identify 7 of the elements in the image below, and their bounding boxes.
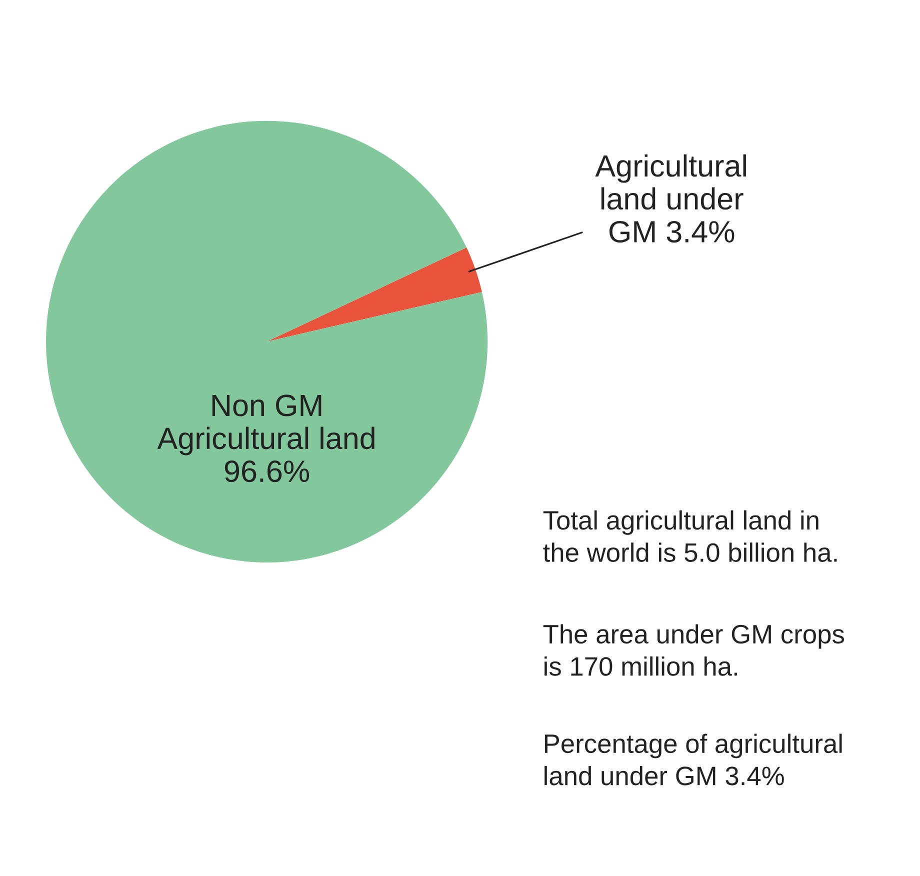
slice-label: Agricultural land under GM 3.4% bbox=[595, 154, 746, 243]
pie-slice bbox=[46, 120, 488, 562]
slice-label: Non GM Agricultural land 96.6% bbox=[157, 394, 374, 482]
text: The area under GM crops is 170 million ha. bbox=[543, 624, 844, 676]
text: Total agricultural land in the world is 5.0 billion ha. bbox=[543, 510, 837, 562]
text: Percentage of agricultural land under GM 3.4% bbox=[544, 734, 842, 786]
pie-slice bbox=[266, 247, 482, 342]
